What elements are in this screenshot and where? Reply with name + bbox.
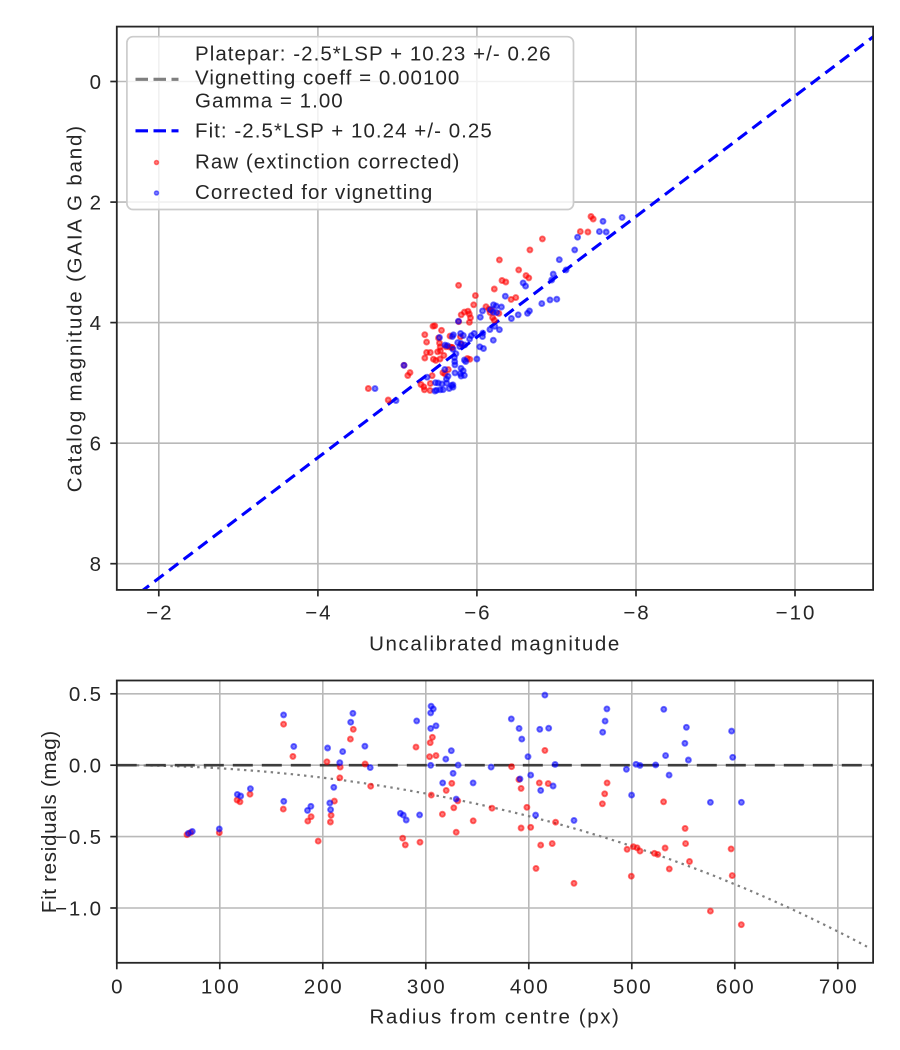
svg-text:600: 600 (716, 975, 756, 998)
svg-text:Raw (extinction corrected): Raw (extinction corrected) (195, 150, 460, 173)
svg-text:−4: −4 (305, 602, 332, 625)
svg-text:Gamma = 1.00: Gamma = 1.00 (195, 90, 344, 113)
svg-text:400: 400 (510, 975, 550, 998)
svg-text:100: 100 (201, 975, 241, 998)
svg-text:Platepar: -2.5*LSP + 10.23 +/-: Platepar: -2.5*LSP + 10.23 +/- 0.26 (195, 43, 552, 66)
svg-text:Catalog magnitude (GAIA G band: Catalog magnitude (GAIA G band) (64, 124, 87, 492)
svg-text:300: 300 (407, 975, 447, 998)
svg-text:500: 500 (613, 975, 653, 998)
svg-text:Uncalibrated magnitude: Uncalibrated magnitude (369, 632, 621, 655)
svg-text:0: 0 (111, 975, 124, 998)
svg-text:2: 2 (90, 191, 101, 214)
svg-text:Fit: -2.5*LSP + 10.24 +/- 0.25: Fit: -2.5*LSP + 10.24 +/- 0.25 (195, 120, 493, 143)
svg-text:Fit residuals (mag): Fit residuals (mag) (38, 730, 61, 913)
svg-text:−2: −2 (146, 602, 173, 625)
svg-text:Vignetting coeff = 0.00100: Vignetting coeff = 0.00100 (195, 66, 460, 89)
svg-text:Radius from centre (px): Radius from centre (px) (370, 1005, 621, 1028)
svg-text:0.5: 0.5 (69, 683, 103, 706)
svg-text:4: 4 (90, 312, 101, 335)
svg-text:Corrected for vignetting: Corrected for vignetting (195, 181, 433, 204)
svg-text:−8: −8 (623, 602, 650, 625)
svg-text:0.0: 0.0 (69, 755, 103, 778)
svg-text:200: 200 (304, 975, 344, 998)
svg-text:−1.0: −1.0 (55, 897, 103, 920)
svg-text:700: 700 (819, 975, 859, 998)
svg-text:−6: −6 (464, 602, 491, 625)
svg-text:0: 0 (90, 71, 101, 94)
svg-text:−0.5: −0.5 (55, 826, 103, 849)
svg-text:6: 6 (90, 433, 101, 456)
svg-text:8: 8 (90, 553, 101, 576)
svg-text:−10: −10 (776, 602, 817, 625)
